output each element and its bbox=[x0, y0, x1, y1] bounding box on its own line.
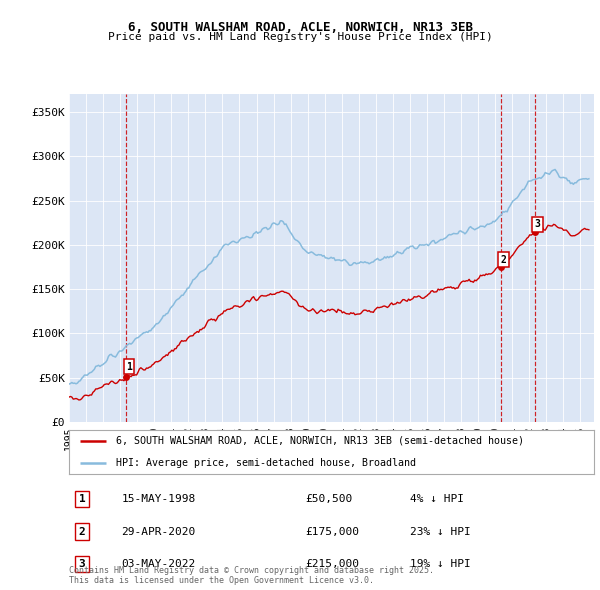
Text: £175,000: £175,000 bbox=[305, 527, 359, 536]
Text: 3: 3 bbox=[79, 559, 86, 569]
Text: 29-APR-2020: 29-APR-2020 bbox=[121, 527, 196, 536]
Text: £50,500: £50,500 bbox=[305, 494, 353, 504]
Text: 1: 1 bbox=[79, 494, 86, 504]
Text: 6, SOUTH WALSHAM ROAD, ACLE, NORWICH, NR13 3EB: 6, SOUTH WALSHAM ROAD, ACLE, NORWICH, NR… bbox=[128, 21, 473, 34]
Text: 2: 2 bbox=[79, 527, 86, 536]
Text: 4% ↓ HPI: 4% ↓ HPI bbox=[410, 494, 464, 504]
Text: Price paid vs. HM Land Registry's House Price Index (HPI): Price paid vs. HM Land Registry's House … bbox=[107, 32, 493, 42]
Text: £215,000: £215,000 bbox=[305, 559, 359, 569]
Text: 23% ↓ HPI: 23% ↓ HPI bbox=[410, 527, 471, 536]
Text: HPI: Average price, semi-detached house, Broadland: HPI: Average price, semi-detached house,… bbox=[116, 458, 416, 468]
Text: 19% ↓ HPI: 19% ↓ HPI bbox=[410, 559, 471, 569]
Text: Contains HM Land Registry data © Crown copyright and database right 2025.
This d: Contains HM Land Registry data © Crown c… bbox=[69, 566, 434, 585]
Text: 3: 3 bbox=[535, 219, 541, 230]
Text: 2: 2 bbox=[500, 255, 506, 265]
Text: 6, SOUTH WALSHAM ROAD, ACLE, NORWICH, NR13 3EB (semi-detached house): 6, SOUTH WALSHAM ROAD, ACLE, NORWICH, NR… bbox=[116, 435, 524, 445]
Text: 03-MAY-2022: 03-MAY-2022 bbox=[121, 559, 196, 569]
Text: 1: 1 bbox=[126, 362, 132, 372]
Text: 15-MAY-1998: 15-MAY-1998 bbox=[121, 494, 196, 504]
